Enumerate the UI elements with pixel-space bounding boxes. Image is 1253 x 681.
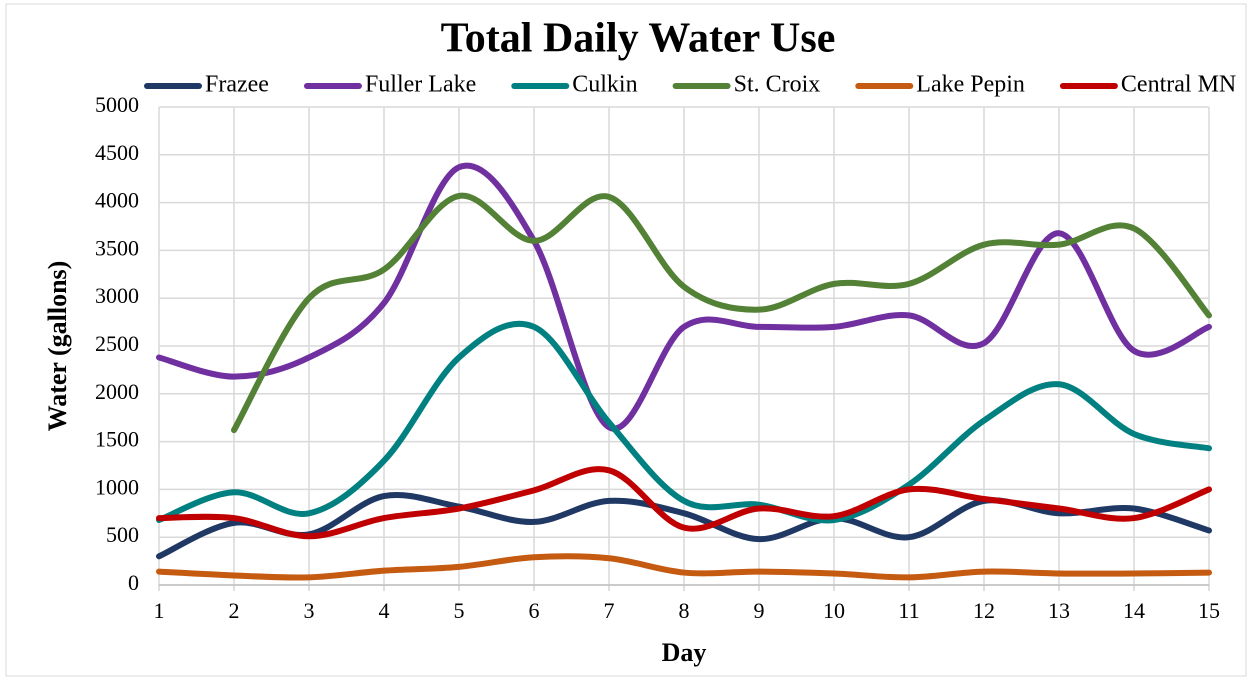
x-tick-label: 5: [454, 598, 465, 623]
chart-title: Total Daily Water Use: [441, 16, 836, 62]
x-tick-label: 7: [604, 598, 615, 623]
x-tick-label: 3: [304, 598, 315, 623]
series-line: [231, 192, 1212, 434]
x-tick-label: 13: [1048, 598, 1070, 623]
x-axis-label: Day: [662, 638, 707, 667]
y-tick-label: 2500: [95, 331, 139, 356]
series-line: [156, 320, 1212, 524]
legend-label: Central MN: [1121, 72, 1236, 98]
y-tick-label: 5000: [95, 92, 139, 117]
x-tick-label: 11: [898, 598, 919, 623]
x-tick-label: 2: [229, 598, 240, 623]
x-tick-label: 6: [529, 598, 540, 623]
legend-label: St. Croix: [734, 72, 821, 98]
y-tick-label: 4500: [95, 140, 139, 165]
y-tick-label: 500: [106, 522, 139, 547]
series-line: [156, 466, 1212, 540]
y-axis-label: Water (gallons): [43, 261, 72, 432]
x-tick-label: 14: [1123, 598, 1145, 623]
x-tick-label: 15: [1198, 598, 1220, 623]
x-tick-label: 10: [823, 598, 845, 623]
legend-label: Culkin: [572, 72, 637, 98]
series-line: [156, 553, 1212, 581]
y-tick-label: 3000: [95, 283, 139, 308]
y-tick-label: 4000: [95, 188, 139, 213]
legend-label: Lake Pepin: [916, 72, 1025, 98]
x-tick-label: 12: [973, 598, 995, 623]
y-tick-label: 0: [128, 570, 139, 595]
x-tick-label: 4: [379, 598, 390, 623]
x-tick-label: 9: [754, 598, 765, 623]
x-tick-label: 8: [679, 598, 690, 623]
y-tick-label: 1000: [95, 474, 139, 499]
legend-label: Fuller Lake: [365, 72, 476, 98]
x-tick-label: 1: [154, 598, 165, 623]
y-tick-label: 1500: [95, 427, 139, 452]
y-tick-label: 3500: [95, 235, 139, 260]
legend-label: Frazee: [205, 72, 269, 98]
y-tick-label: 2000: [95, 379, 139, 404]
